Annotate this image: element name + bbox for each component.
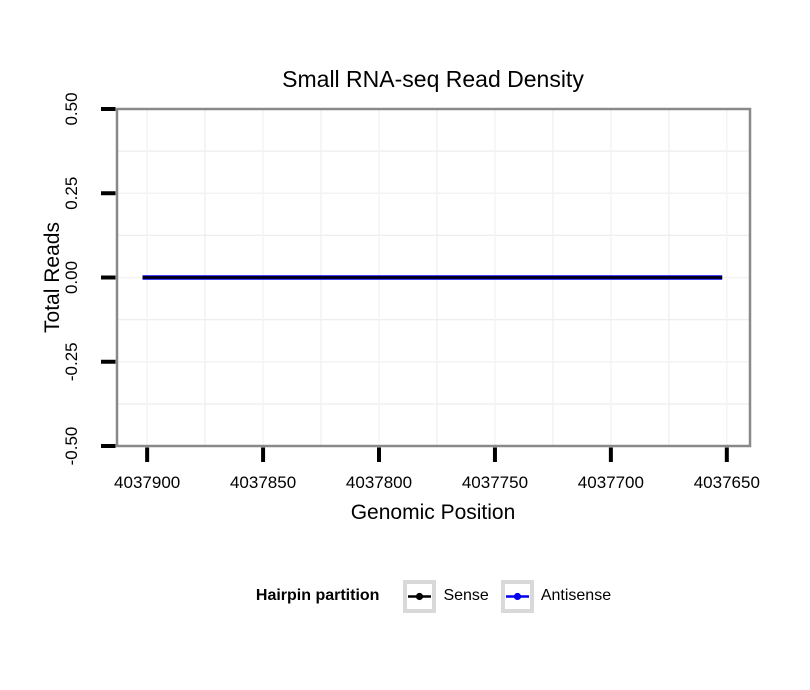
y-tick-label: 0.25 <box>62 177 81 210</box>
x-tick-label: 4037800 <box>346 473 412 492</box>
legend-entries: Sense Antisense <box>403 579 612 613</box>
y-tick-label: 0.50 <box>62 92 81 125</box>
legend-key-glyph <box>505 592 529 600</box>
legend-label: Antisense <box>540 587 612 604</box>
legend-key <box>500 579 534 613</box>
x-tick-label: 4037650 <box>694 473 760 492</box>
legend-key-point <box>513 592 521 600</box>
panel-border <box>115 107 752 448</box>
legend-entry-sense: Sense <box>403 579 489 613</box>
chart-title: Small RNA-seq Read Density <box>282 66 584 92</box>
plot-panel: 4037900 4037850 4037800 4037750 4037700 40376… <box>62 92 760 492</box>
legend-key <box>403 579 437 613</box>
x-tick-label: 4037850 <box>230 473 296 492</box>
legend-title: Hairpin partition <box>255 587 380 604</box>
y-axis-title: Total Reads <box>41 222 64 333</box>
legend-key-glyph <box>408 592 432 600</box>
x-tick-label: 4037900 <box>114 473 180 492</box>
y-tick-label: -0.50 <box>62 427 81 466</box>
y-tick-label: 0.00 <box>62 261 81 294</box>
legend: Hairpin partition Sense Antisense <box>117 577 750 615</box>
legend-label: Sense <box>443 587 489 604</box>
legend-entry-antisense: Antisense <box>500 579 612 613</box>
x-tick-label: 4037750 <box>462 473 528 492</box>
x-tick-label: 4037700 <box>578 473 644 492</box>
y-tick-label: -0.25 <box>62 342 81 381</box>
legend-key-point <box>416 592 424 600</box>
x-axis-title: Genomic Position <box>351 501 516 524</box>
